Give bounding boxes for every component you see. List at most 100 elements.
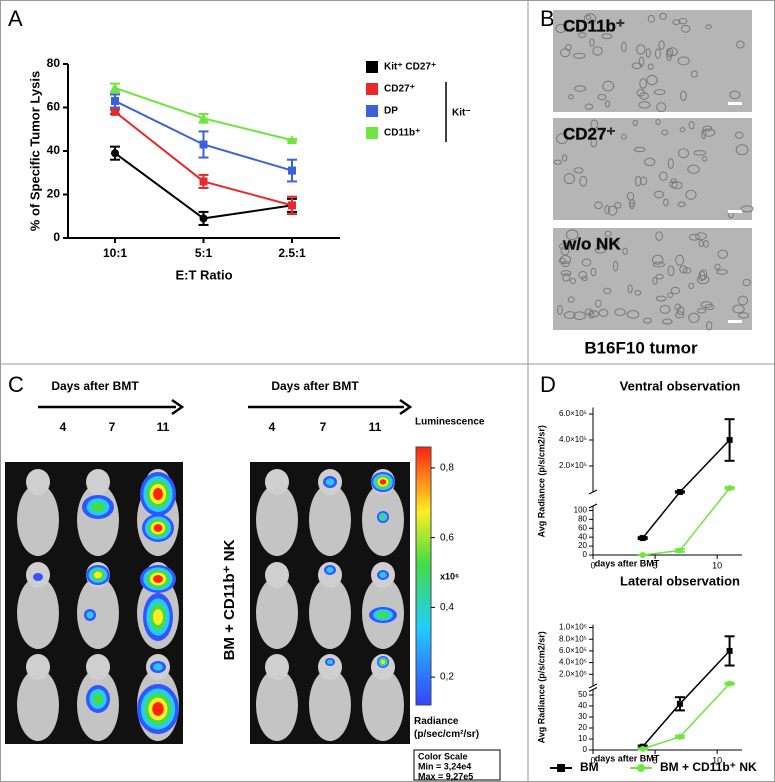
scale-box	[413, 749, 501, 781]
signal	[86, 611, 94, 619]
x-tick-label: 2.5:1	[278, 246, 306, 260]
mouse-head	[265, 469, 289, 495]
series-line	[642, 650, 731, 748]
day-label: 4	[269, 420, 276, 434]
cell	[567, 296, 575, 303]
cell	[698, 270, 706, 282]
arrow-head	[399, 398, 413, 416]
header: Days after BMT	[271, 379, 359, 393]
y-tick-label: 0	[583, 550, 588, 559]
y-tick-label: 40	[578, 701, 587, 710]
cell	[661, 129, 669, 136]
point	[199, 140, 208, 149]
point	[110, 82, 120, 92]
legend-group-label: Kit⁻	[452, 108, 471, 119]
cell	[685, 189, 697, 200]
cell	[659, 12, 667, 20]
point	[676, 700, 683, 707]
cell	[589, 310, 599, 318]
cell	[584, 308, 594, 316]
cell	[634, 175, 642, 187]
y-tick-label: 80	[578, 514, 587, 523]
cell	[584, 103, 594, 110]
cell	[701, 156, 708, 162]
signal	[153, 524, 163, 532]
scale-bar	[728, 210, 742, 213]
mouse-body	[309, 669, 351, 741]
cell	[631, 62, 643, 70]
signal	[153, 609, 163, 625]
cell	[614, 202, 622, 209]
axis-break	[588, 687, 598, 692]
cell	[561, 154, 568, 162]
axis-break	[588, 489, 598, 495]
cell	[562, 273, 571, 282]
point	[288, 166, 296, 175]
cell	[568, 94, 574, 100]
cell	[594, 299, 602, 308]
micrograph	[553, 228, 752, 330]
cell	[601, 33, 613, 40]
y-tick-label: 10	[578, 734, 587, 743]
y-tick-label: 20	[578, 723, 587, 732]
cell	[655, 231, 663, 241]
cell	[613, 239, 619, 245]
legend-swatch	[366, 105, 378, 117]
legend-swatch	[366, 83, 378, 95]
cell	[671, 181, 683, 190]
point	[726, 647, 733, 654]
cell	[687, 164, 700, 174]
cell	[670, 286, 681, 295]
cell	[675, 311, 685, 319]
cell	[736, 40, 745, 49]
color-bar	[415, 446, 432, 706]
signal	[325, 478, 335, 486]
y-tick-label: 0	[53, 230, 60, 244]
cell	[603, 287, 612, 295]
axis-break	[588, 503, 598, 509]
image-label: CD11b⁺	[563, 16, 625, 35]
signal	[153, 488, 163, 500]
mouse-body	[256, 577, 298, 649]
point	[111, 107, 119, 116]
y-tick-label: 2.0×10⁵	[559, 669, 587, 678]
cell	[585, 14, 592, 21]
point	[288, 201, 296, 210]
cell	[688, 120, 695, 130]
cell	[643, 317, 652, 324]
y-tick-label: 6.0×10⁵	[559, 646, 587, 655]
mouse-head	[26, 654, 50, 680]
signal	[326, 567, 334, 573]
cell	[667, 265, 675, 277]
colorbar-label: Radiance (p/sec/cm²/sr)	[414, 716, 480, 740]
scale-text: Min = 3,24e4	[418, 761, 471, 771]
cell	[653, 89, 666, 96]
point	[557, 764, 565, 772]
point	[726, 680, 733, 687]
mouse-head	[86, 654, 110, 680]
micrograph	[553, 10, 752, 112]
cell	[737, 295, 749, 306]
cell	[557, 304, 563, 316]
mouse-head	[265, 562, 289, 588]
signal	[153, 663, 163, 671]
mouse-head	[318, 654, 342, 680]
signal	[327, 659, 333, 665]
signal	[92, 693, 104, 705]
cell	[677, 56, 690, 66]
cell	[558, 242, 571, 250]
x-tick-label: 5	[653, 560, 658, 570]
signal	[153, 575, 163, 583]
caption: B16F10 tumor	[584, 338, 698, 357]
panel-label: A	[8, 6, 23, 31]
cell	[594, 246, 607, 254]
y-axis-label: % of Specific Tumor Lysis	[27, 71, 42, 231]
scale-text: Color Scale	[418, 751, 468, 761]
cell	[604, 205, 610, 215]
legend-label: CD27⁺	[384, 84, 415, 95]
cell	[693, 150, 707, 156]
point	[639, 745, 646, 752]
point	[639, 552, 646, 558]
cell	[680, 24, 691, 33]
